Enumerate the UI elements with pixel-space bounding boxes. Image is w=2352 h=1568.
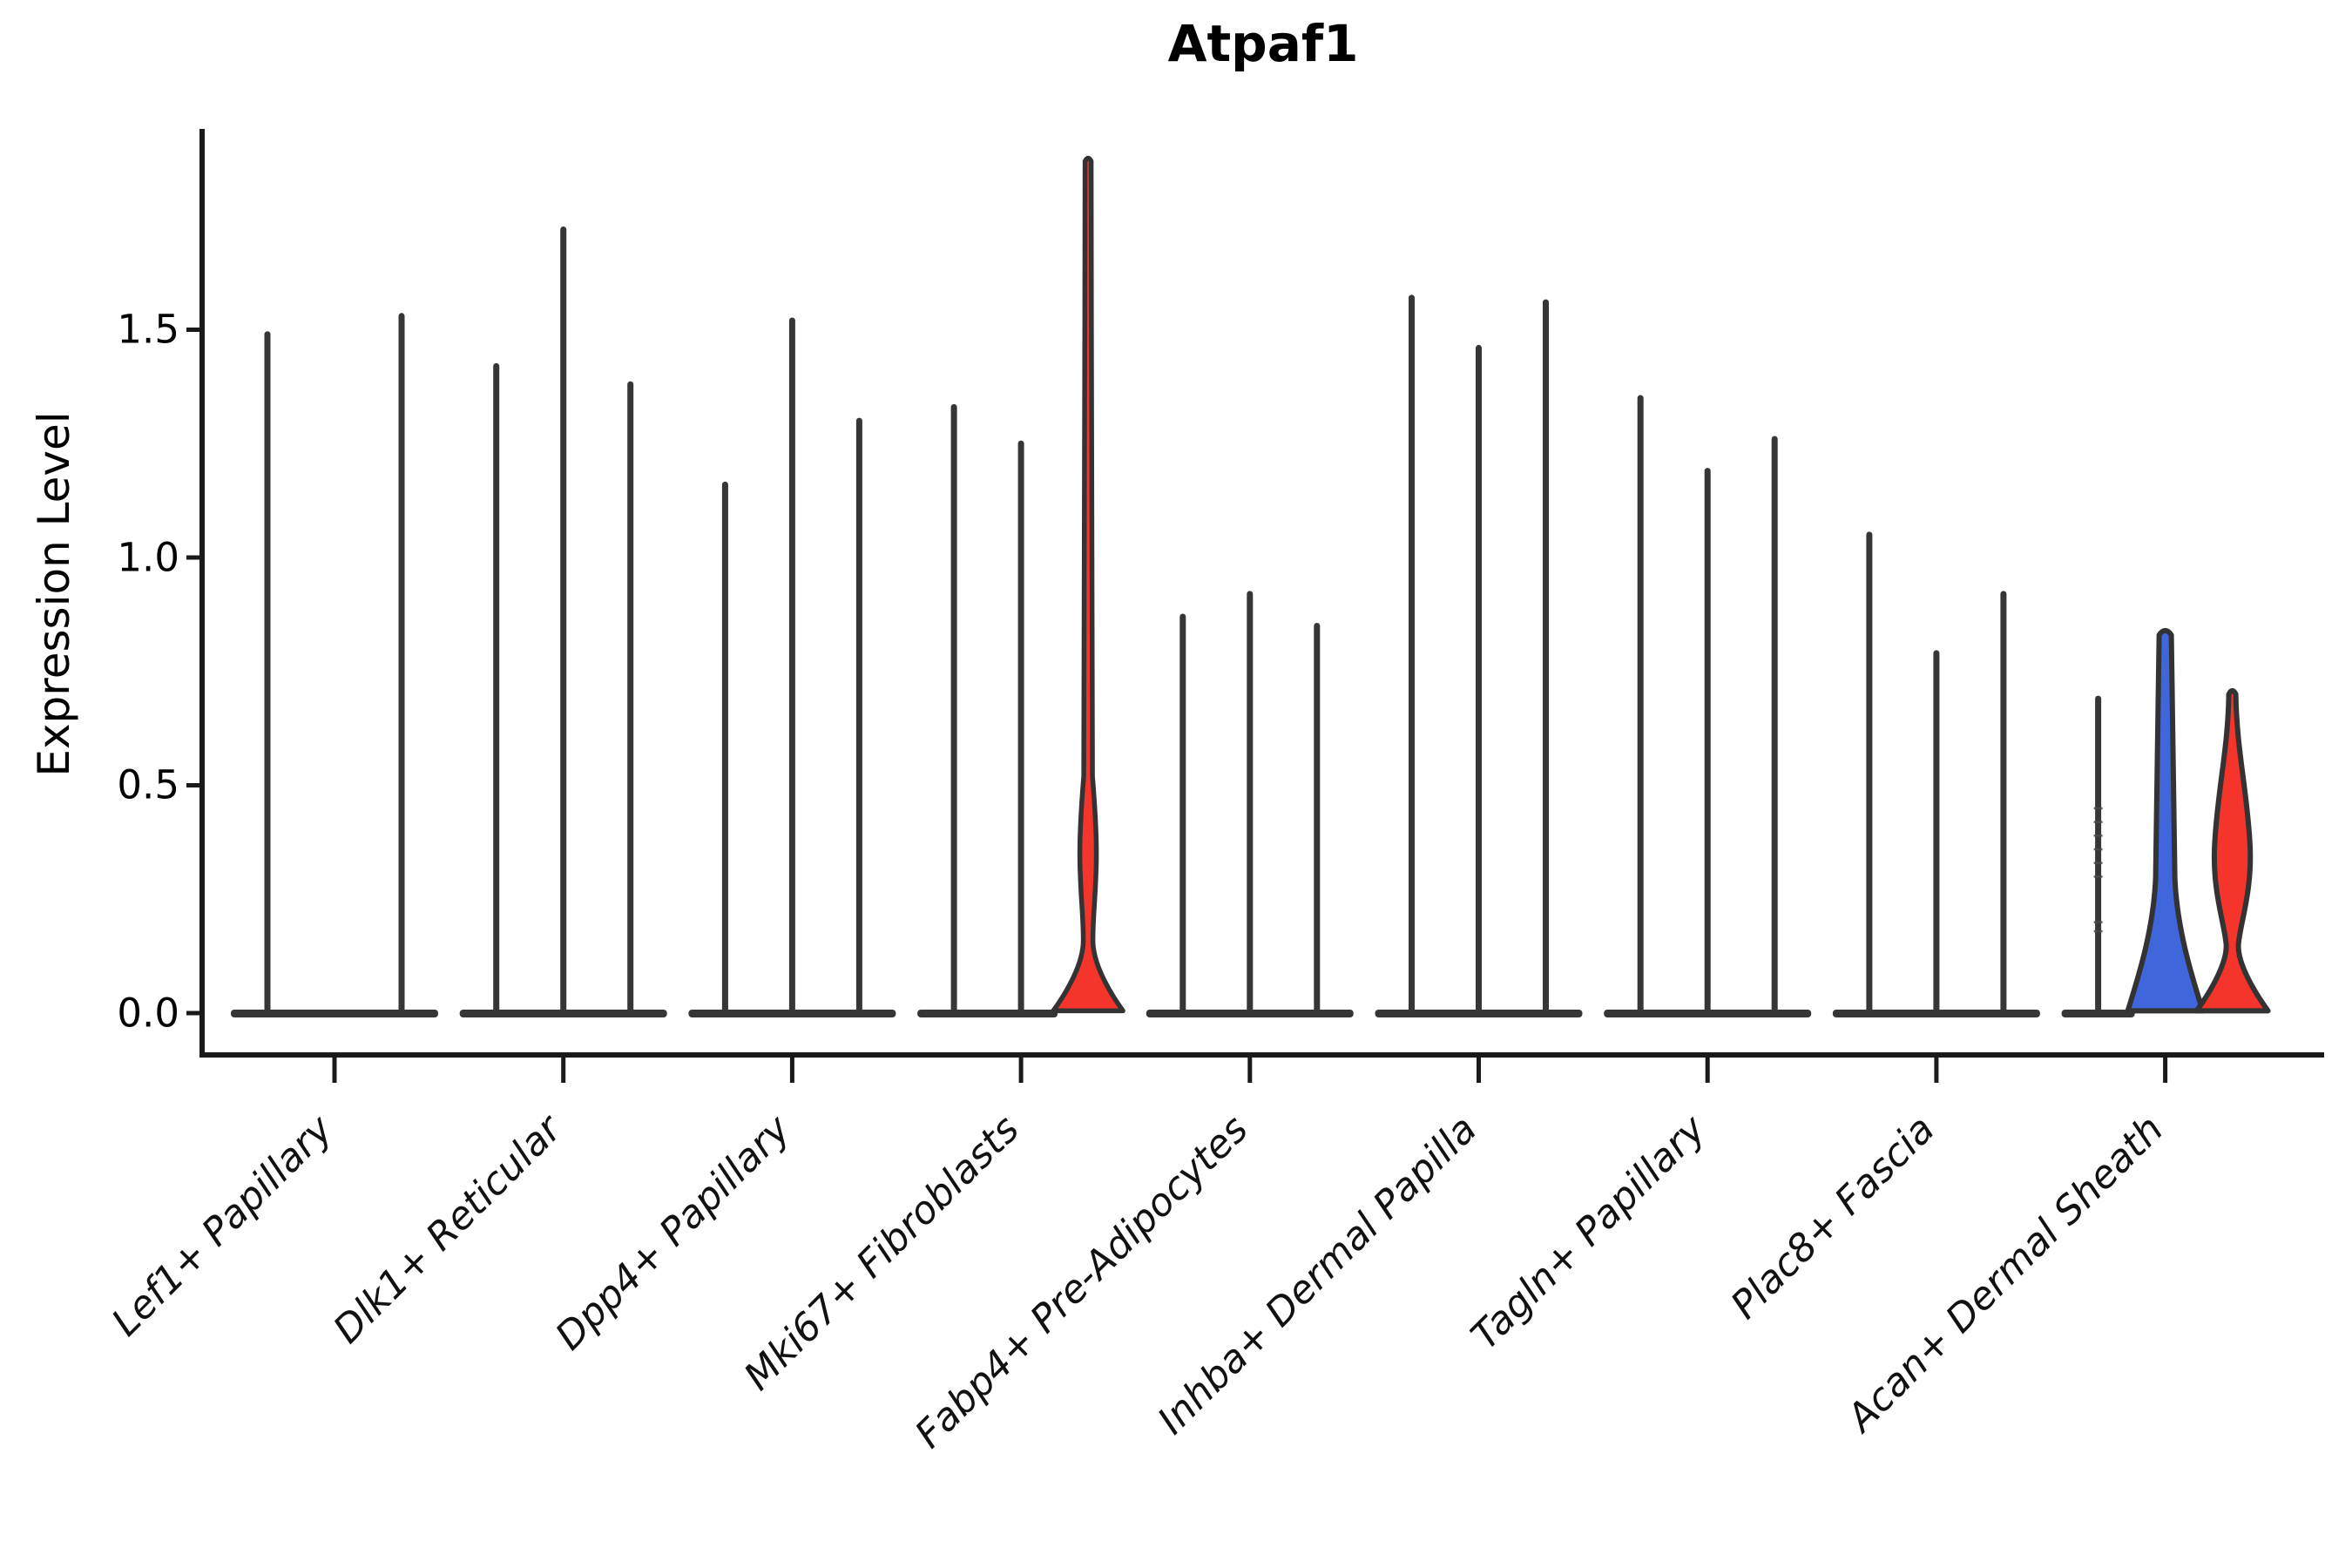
violin-point-dash bbox=[2093, 862, 2103, 864]
violin-point-dash bbox=[2093, 821, 2103, 823]
page-title: Atpaf1 bbox=[1167, 14, 1359, 73]
violin-point-dash bbox=[2093, 807, 2103, 810]
violin-body-red-tall bbox=[1051, 155, 1125, 1014]
y-tick-label: 0.5 bbox=[117, 761, 179, 808]
y-tick-label: 1.5 bbox=[117, 306, 179, 353]
violin-point-dash bbox=[2093, 921, 2103, 923]
x-category-label: Lef1+ Papillary bbox=[104, 1106, 342, 1345]
y-tick-label: 0.0 bbox=[117, 990, 179, 1037]
violin-point-dash bbox=[2093, 875, 2103, 878]
x-category-label: Dlk1+ Reticular bbox=[325, 1105, 571, 1352]
violin-body-blue bbox=[2125, 627, 2206, 1014]
x-category-label: Plac8+ Fascia bbox=[1722, 1107, 1943, 1328]
x-category-label: Tagln+ Papillary bbox=[1463, 1106, 1714, 1358]
violin-base bbox=[298, 1010, 371, 1017]
violin-point-dash bbox=[2093, 929, 2103, 933]
violin-point-dash bbox=[2093, 835, 2103, 837]
violin-point-dash bbox=[2093, 848, 2103, 851]
violin-body-red bbox=[2193, 687, 2271, 1014]
y-tick-label: 1.0 bbox=[117, 534, 179, 581]
x-category-label: Dpp4+ Papillary bbox=[547, 1106, 800, 1359]
